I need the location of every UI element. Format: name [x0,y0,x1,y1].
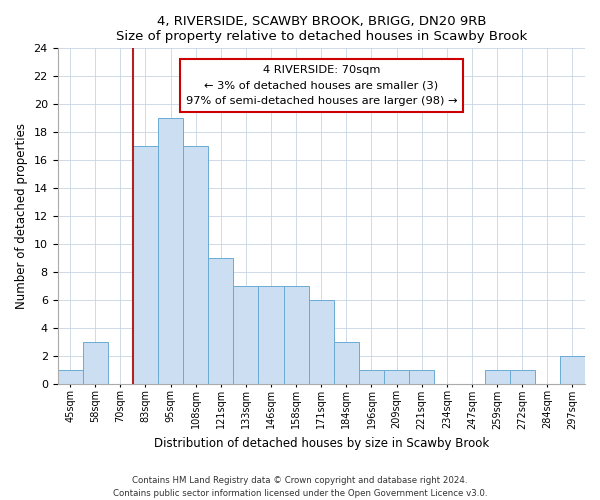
Bar [183,146,208,384]
Bar [485,370,509,384]
Bar [309,300,334,384]
Bar [409,370,434,384]
Bar [359,370,384,384]
X-axis label: Distribution of detached houses by size in Scawby Brook: Distribution of detached houses by size … [154,437,489,450]
Text: Contains HM Land Registry data © Crown copyright and database right 2024.
Contai: Contains HM Land Registry data © Crown c… [113,476,487,498]
Bar [133,146,158,384]
Bar [259,286,284,384]
Y-axis label: Number of detached properties: Number of detached properties [15,123,28,309]
Title: 4, RIVERSIDE, SCAWBY BROOK, BRIGG, DN20 9RB
Size of property relative to detache: 4, RIVERSIDE, SCAWBY BROOK, BRIGG, DN20 … [116,15,527,43]
Bar [560,356,585,384]
Bar [284,286,309,384]
Bar [83,342,108,384]
Bar [384,370,409,384]
Bar [233,286,259,384]
Bar [208,258,233,384]
Bar [58,370,83,384]
Text: 4 RIVERSIDE: 70sqm
← 3% of detached houses are smaller (3)
97% of semi-detached : 4 RIVERSIDE: 70sqm ← 3% of detached hous… [185,65,457,106]
Bar [509,370,535,384]
Bar [334,342,359,384]
Bar [158,118,183,384]
